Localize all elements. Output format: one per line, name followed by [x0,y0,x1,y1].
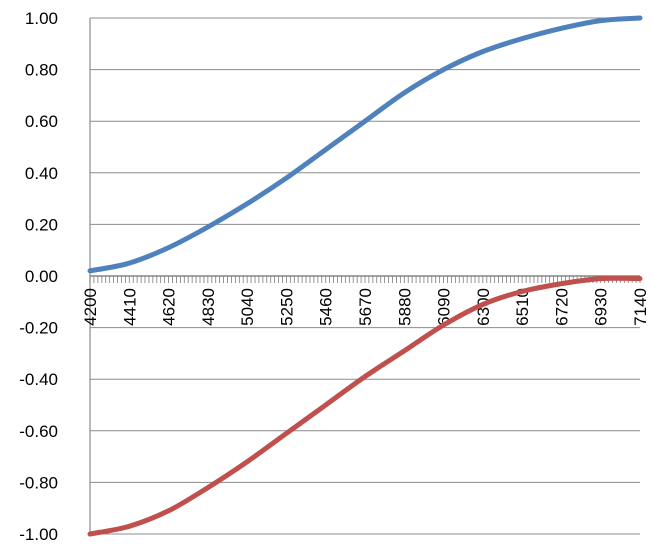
y-tick-label: 0.40 [25,164,58,183]
x-tick-label: 7140 [631,288,650,326]
y-tick-label: 0.60 [25,112,58,131]
y-tick-label: 0.20 [25,215,58,234]
x-tick-label: 4410 [120,288,139,326]
x-tick-label: 5250 [277,288,296,326]
series-line-1 [87,15,643,274]
x-tick-label: 4830 [199,288,218,326]
series-lines [87,15,643,537]
x-tick-label: 5880 [395,288,414,326]
y-tick-label: -0.20 [19,319,58,338]
y-tick-label: 0.00 [25,267,58,286]
x-tick-label: 6510 [513,288,532,326]
series-line-2 [87,275,643,537]
x-tick-label: 5040 [238,288,257,326]
gridlines [90,17,640,535]
y-tick-label: -1.00 [19,525,58,544]
x-tick-label: 6720 [552,288,571,326]
axes [89,18,641,534]
y-tick-label: 1.00 [25,9,58,28]
x-tick-label: 6930 [592,288,611,326]
x-tick-label: 4200 [81,288,100,326]
x-tick-label: 6090 [435,288,454,326]
x-axis-tick-labels: 4200 4410 4620 4830 5040 5250 5460 5670 5880 6090… [81,288,650,326]
x-tick-label: 5670 [356,288,375,326]
y-axis-tick-labels: 1.00 0.80 0.60 0.40 0.20 0.00 -0.20 -0.40 -0.60 -… [19,9,58,544]
y-tick-label: -0.60 [19,422,58,441]
y-tick-label: 0.80 [25,61,58,80]
y-tick-label: -0.80 [19,473,58,492]
x-tick-label: 5460 [317,288,336,326]
y-tick-label: -0.40 [19,370,58,389]
x-tick-label: 4620 [160,288,179,326]
